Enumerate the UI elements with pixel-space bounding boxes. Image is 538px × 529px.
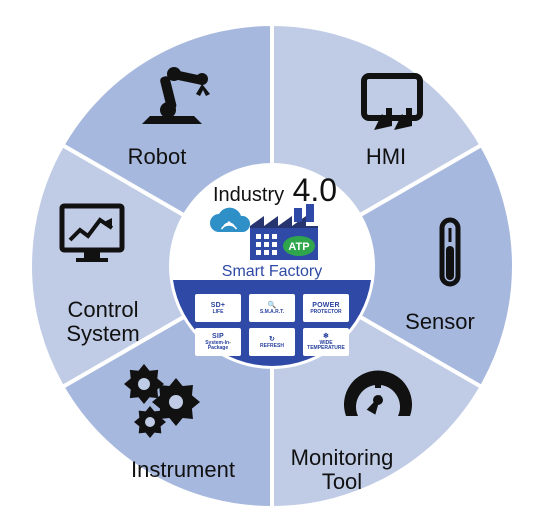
segment-label-0: HMI: [366, 145, 406, 169]
center-badge-5: ❄WIDE TEMPERATURE: [303, 328, 349, 356]
gauge-icon: [344, 371, 412, 416]
segment-label-1: Sensor: [405, 310, 475, 334]
hmi-icon: [364, 76, 420, 130]
robot-arm-icon: [142, 67, 210, 124]
badge-top: ❄: [323, 333, 329, 340]
badge-top: ↻: [269, 336, 275, 343]
segment-label-4: Control System: [66, 298, 139, 346]
center-badge-2: POWERPROTECTOR: [303, 294, 349, 322]
center-badge-4: ↻REFRESH: [249, 328, 295, 356]
smart-factory-label: Smart Factory: [222, 263, 322, 281]
center-badge-0: SD+LIFE: [195, 294, 241, 322]
infographic-root: HMI Sensor Monitoring Tool Instrument Contro…: [0, 0, 538, 529]
center-badges-grid: SD+LIFE 🔍S.M.A.R.T. POWERPROTECTOR SIPSyste…: [195, 294, 349, 356]
atp-label: ATP: [288, 241, 309, 253]
factory-icon: ATP: [244, 202, 324, 262]
sensor-icon: [442, 220, 458, 284]
badge-bottom: System-In-Package: [196, 341, 240, 351]
segment-label-2: Monitoring Tool: [291, 446, 394, 494]
badge-bottom: PROTECTOR: [310, 310, 341, 315]
badge-top: 🔍: [268, 302, 277, 309]
badge-bottom: WIDE TEMPERATURE: [304, 341, 348, 351]
badge-top: SD+: [211, 302, 225, 309]
center-badge-3: SIPSystem-In-Package: [195, 328, 241, 356]
segment-label-5: Robot: [128, 145, 187, 169]
monitor-icon: [62, 206, 122, 262]
badge-bottom: S.M.A.R.T.: [260, 310, 284, 315]
badge-bottom: REFRESH: [260, 344, 284, 349]
segment-label-3: Instrument: [131, 458, 235, 482]
badge-top: POWER: [312, 302, 339, 309]
badge-bottom: LIFE: [213, 310, 224, 315]
gears-icon: [124, 364, 200, 438]
badge-top: SIP: [212, 333, 224, 340]
center-badge-1: 🔍S.M.A.R.T.: [249, 294, 295, 322]
